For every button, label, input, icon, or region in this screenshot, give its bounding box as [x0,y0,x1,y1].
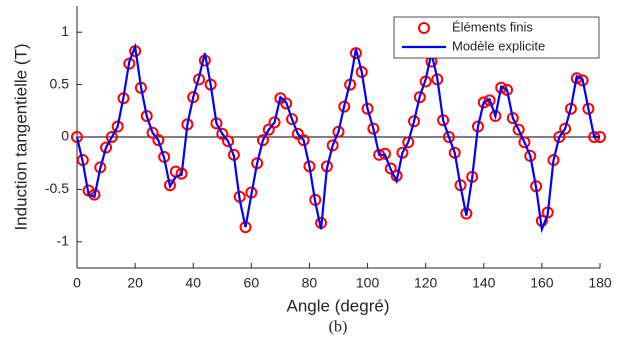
data-point [216,127,229,140]
x-tick-label: 160 [530,275,554,291]
x-tick-label: 180 [588,275,612,291]
x-tick-label: 140 [472,275,496,291]
data-point [413,91,426,104]
data-point [146,126,159,139]
y-tick-label: -1 [57,233,70,249]
data-point [100,141,113,154]
data-point [105,131,118,143]
x-tick-label: 20 [127,275,143,291]
y-tick-label: -0.5 [45,180,69,196]
data-point [518,136,531,149]
legend-label: Éléments finis [452,19,533,34]
y-tick-label: 0.5 [50,75,70,91]
caption: (b) [329,319,348,336]
x-tick-label: 120 [414,275,438,291]
data-point [408,115,421,128]
data-point [222,135,235,148]
data-point [477,96,490,109]
legend-marker [418,22,430,34]
data-point [442,131,455,143]
data-point [495,81,508,94]
data-point [326,139,339,152]
data-point [402,136,415,149]
x-axis-label: Angle (degré) [286,296,389,315]
data-point [262,123,275,136]
data-line [75,42,600,234]
data-point [483,94,496,107]
data-point [576,74,589,87]
legend-label: Modèle explicite [452,38,545,53]
data-point [280,97,293,110]
data-point [349,47,362,60]
x-tick-label: 0 [73,275,81,291]
y-tick-label: 0 [61,128,69,144]
x-tick-label: 100 [356,275,380,291]
data-point [559,122,572,135]
data-point [256,134,269,147]
data-point [268,116,281,129]
data-point [163,179,176,192]
y-tick-label: 1 [61,23,69,39]
x-tick-label: 40 [185,275,201,291]
x-tick-label: 60 [244,275,260,291]
data-point [152,134,165,147]
data-point [512,123,525,136]
data-point [384,162,397,175]
data-point [71,131,83,143]
data-point [553,131,566,143]
x-tick-label: 80 [302,275,318,291]
y-axis-label: Induction tangentielle (T) [11,43,30,230]
data-point [286,113,299,126]
